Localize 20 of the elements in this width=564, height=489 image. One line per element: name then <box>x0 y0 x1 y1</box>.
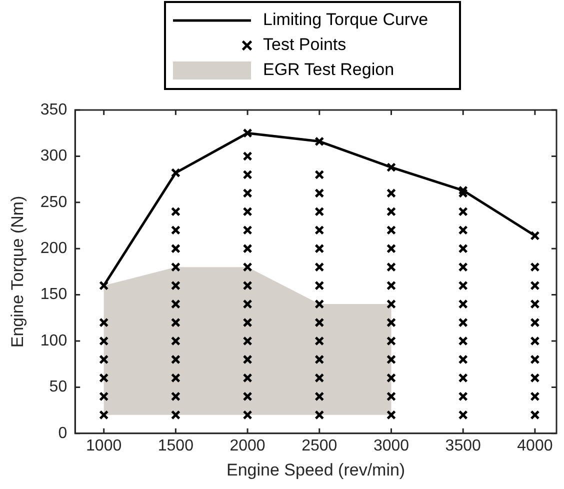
y-tick-label: 300 <box>40 148 68 165</box>
y-axis-title: Engine Torque (Nm) <box>8 196 27 348</box>
y-tick-label: 100 <box>40 332 68 350</box>
x-axis-title: Engine Speed (rev/min) <box>226 460 406 480</box>
legend-label: EGR Test Region <box>263 60 394 80</box>
x-tick-label: 3500 <box>445 437 481 454</box>
x-tick-label: 2500 <box>302 437 338 454</box>
y-tick-label: 200 <box>40 240 68 258</box>
x-tick-label: 3000 <box>373 437 410 454</box>
y-tick-label: 50 <box>49 378 68 396</box>
y-tick-label: 0 <box>58 424 68 442</box>
y-tick-label: 250 <box>40 194 68 211</box>
x-tick-label: 1000 <box>86 437 122 454</box>
x-tick-label: 1500 <box>158 437 194 454</box>
y-tick-label: 350 <box>40 101 68 118</box>
y-tick-label: 150 <box>40 286 68 304</box>
x-tick-label: 4000 <box>517 437 553 454</box>
legend-label: Test Points <box>263 35 346 54</box>
x-tick-label: 2000 <box>230 437 266 454</box>
legend-label: Limiting Torque Curve <box>263 10 428 30</box>
